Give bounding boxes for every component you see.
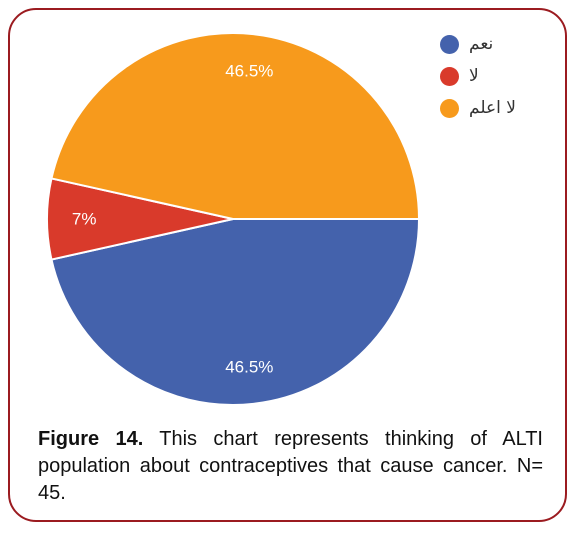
caption-label: Figure 14. xyxy=(38,428,144,450)
figure-caption: Figure 14. This chart represents thinkin… xyxy=(38,426,543,507)
legend-swatch-dont-know xyxy=(440,98,459,118)
caption-text: This chart represents thinking of ALTI p… xyxy=(38,428,543,504)
legend-item-no: لا xyxy=(440,60,550,92)
legend-label-yes: نعم xyxy=(469,34,494,54)
legend-item-dont-know: لا اعلم xyxy=(440,92,550,124)
legend-label-dont-know: لا اعلم xyxy=(469,98,516,118)
slice-label-yes: 46.5% xyxy=(225,357,273,376)
legend-swatch-no xyxy=(440,66,459,86)
legend-swatch-yes xyxy=(440,34,459,54)
slice-label-no: 7% xyxy=(72,210,97,229)
legend-item-yes: نعم xyxy=(440,28,550,60)
chart-legend: نعم لا لا اعلم xyxy=(440,28,550,124)
slice-label-dont-know: 46.5% xyxy=(225,62,273,81)
legend-label-no: لا xyxy=(469,66,479,86)
pie-slice-dont-know xyxy=(50,32,420,220)
pie-slice-yes xyxy=(50,218,420,406)
